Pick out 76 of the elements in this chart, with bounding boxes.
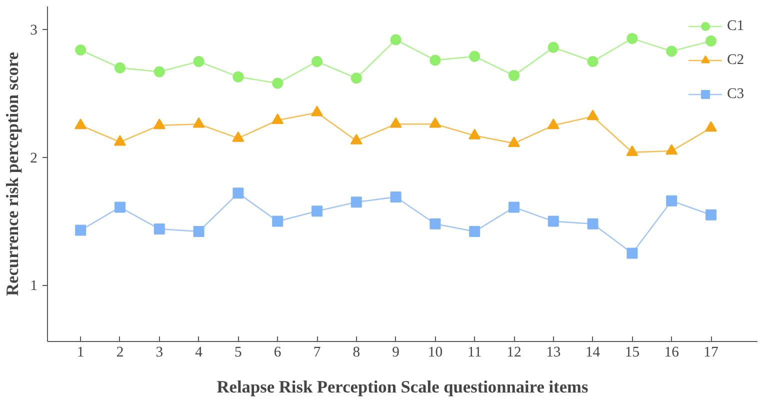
point bbox=[508, 70, 520, 82]
point bbox=[706, 209, 717, 220]
point bbox=[469, 50, 480, 62]
x-tick-label: 15 bbox=[624, 344, 640, 360]
x-axis-title: Relapse Risk Perception Scale questionnaire items bbox=[216, 378, 588, 396]
point bbox=[587, 56, 598, 67]
y-tick-label: 2 bbox=[30, 150, 38, 166]
point bbox=[390, 117, 402, 128]
point bbox=[390, 34, 402, 46]
legend-label: C1 bbox=[727, 18, 746, 34]
legend-label: C2 bbox=[727, 52, 746, 68]
point bbox=[311, 106, 323, 116]
point bbox=[312, 56, 322, 67]
point bbox=[508, 136, 520, 147]
point bbox=[75, 44, 86, 56]
x-tick-label: 1 bbox=[76, 344, 84, 360]
y-tick-label: 3 bbox=[30, 22, 38, 39]
point bbox=[232, 71, 244, 82]
point bbox=[468, 128, 481, 140]
point bbox=[666, 46, 678, 57]
point bbox=[272, 113, 284, 124]
point bbox=[430, 54, 441, 66]
x-tick-label: 2 bbox=[116, 344, 124, 360]
x-tick-label: 12 bbox=[506, 344, 522, 360]
point bbox=[312, 206, 322, 217]
point bbox=[232, 131, 244, 142]
point bbox=[547, 118, 560, 130]
point bbox=[154, 223, 165, 234]
point bbox=[154, 66, 165, 78]
x-tick-label: 10 bbox=[428, 344, 443, 360]
point bbox=[626, 145, 638, 156]
point bbox=[587, 218, 598, 230]
point bbox=[469, 226, 480, 238]
point bbox=[193, 226, 204, 238]
x-tick-label: 4 bbox=[195, 344, 204, 360]
point bbox=[350, 134, 362, 144]
x-tick-label: 7 bbox=[313, 344, 321, 360]
point bbox=[350, 196, 362, 208]
point bbox=[272, 216, 284, 227]
point bbox=[75, 224, 86, 236]
point bbox=[508, 202, 520, 213]
point bbox=[114, 202, 126, 213]
x-tick-label: 6 bbox=[274, 344, 282, 360]
point bbox=[193, 56, 204, 67]
point bbox=[626, 32, 638, 44]
point bbox=[350, 72, 362, 84]
y-tick-label: 1 bbox=[30, 278, 38, 294]
point bbox=[429, 117, 442, 128]
x-tick-label: 14 bbox=[585, 344, 601, 360]
point bbox=[390, 192, 402, 203]
x-tick-label: 13 bbox=[546, 344, 561, 360]
x-tick-label: 3 bbox=[156, 344, 164, 360]
y-axis-title: Recurrence risk perception score bbox=[3, 52, 22, 296]
point bbox=[114, 62, 126, 74]
point bbox=[705, 121, 718, 132]
point bbox=[626, 248, 638, 259]
point bbox=[548, 216, 559, 227]
x-tick-label: 11 bbox=[468, 344, 482, 360]
point bbox=[153, 118, 166, 130]
x-tick-label: 17 bbox=[704, 344, 718, 360]
x-tick-label: 16 bbox=[664, 344, 679, 360]
x-tick-label: 8 bbox=[352, 344, 360, 360]
x-tick-label: 9 bbox=[392, 344, 400, 360]
point bbox=[430, 218, 441, 230]
point bbox=[192, 117, 205, 128]
point bbox=[706, 36, 717, 47]
point bbox=[666, 144, 678, 155]
point bbox=[74, 118, 87, 130]
legend-label: C3 bbox=[727, 86, 746, 102]
point bbox=[114, 135, 126, 146]
x-tick-label: 5 bbox=[234, 344, 242, 360]
point bbox=[666, 195, 678, 206]
point bbox=[272, 78, 284, 89]
point bbox=[232, 188, 244, 199]
point bbox=[548, 42, 559, 53]
point bbox=[586, 110, 599, 120]
